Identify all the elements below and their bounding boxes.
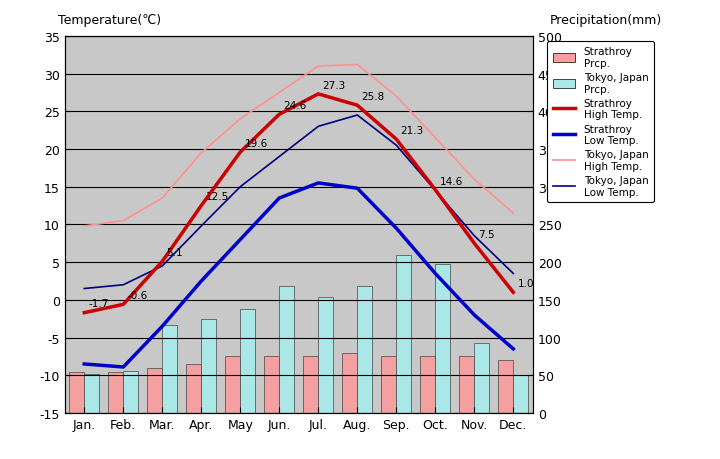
Text: 21.3: 21.3 [400,126,423,136]
Bar [264,357,279,413]
Text: 25.8: 25.8 [361,92,384,102]
Bar [498,360,513,413]
Bar [357,286,372,413]
Bar [123,371,138,413]
Text: 1.0: 1.0 [518,279,534,289]
Bar [420,357,436,413]
Bar [186,364,202,413]
Bar [343,353,357,413]
Text: -0.6: -0.6 [127,291,148,301]
Text: -1.7: -1.7 [89,299,109,309]
Bar [84,374,99,413]
Bar [240,309,255,413]
Bar [396,255,411,413]
Bar [162,325,177,413]
Text: 14.6: 14.6 [439,176,463,186]
Bar [459,357,474,413]
Bar [436,265,450,413]
Text: 5.1: 5.1 [166,248,183,257]
Bar [148,368,162,413]
Bar [303,357,318,413]
Bar [513,375,528,413]
Bar [225,357,240,413]
Bar [474,343,489,413]
Bar [318,297,333,413]
Text: 27.3: 27.3 [323,80,346,90]
Text: 12.5: 12.5 [205,192,229,202]
Text: 19.6: 19.6 [245,139,268,149]
Bar [202,319,216,413]
Text: 24.6: 24.6 [284,101,307,111]
Legend: Strathroy
Prcp., Tokyo, Japan
Prcp., Strathroy
High Temp., Strathroy
Low Temp., : Strathroy Prcp., Tokyo, Japan Prcp., Str… [547,42,654,202]
Text: Precipitation(mm): Precipitation(mm) [550,14,662,27]
Text: 7.5: 7.5 [479,230,495,240]
Text: Temperature(℃): Temperature(℃) [58,14,161,27]
Bar [382,357,396,413]
Bar [109,372,123,413]
Bar [279,286,294,413]
Bar [69,372,84,413]
